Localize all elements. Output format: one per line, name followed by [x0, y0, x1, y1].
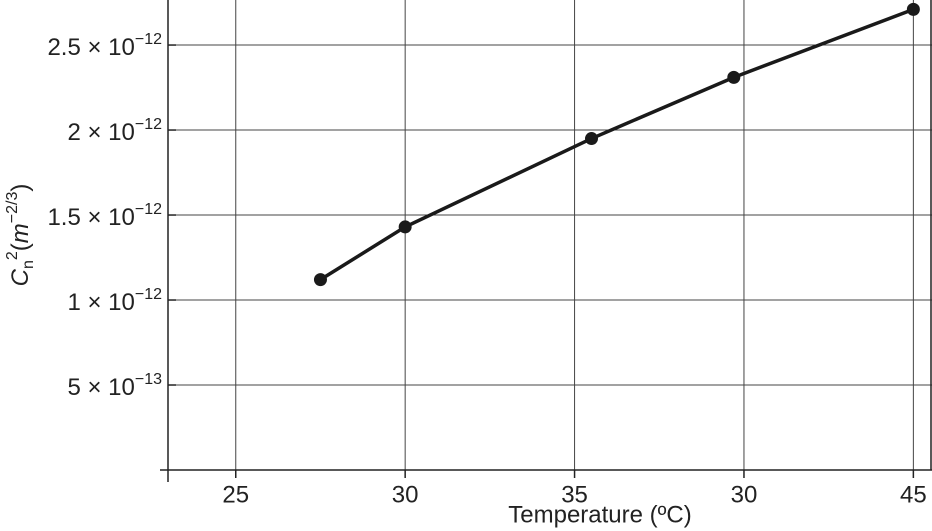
data-point — [906, 2, 920, 16]
data-point — [398, 220, 412, 234]
x-tick-label: 25 — [222, 481, 249, 508]
y-axis-label: Cn2(m−2/3) — [4, 184, 37, 287]
data-point — [313, 273, 327, 287]
x-tick-label: 30 — [731, 481, 758, 508]
line-series — [319, 7, 914, 282]
y-tick-label: 2.5 × 10−12 — [47, 31, 162, 61]
y-tick-label: 5 × 10−13 — [67, 371, 162, 401]
y-tick-label: 2 × 10−12 — [67, 116, 162, 146]
data-point — [727, 70, 741, 84]
y-tick-label: 1.5 × 10−12 — [47, 201, 162, 231]
x-tick-label: 30 — [392, 481, 419, 508]
data-point — [585, 132, 599, 146]
x-tick-label: 45 — [900, 481, 927, 508]
x-axis-label: Temperature (ºC) — [508, 501, 691, 528]
x-tick-label: 35 — [561, 481, 588, 508]
y-tick-label: 1 × 10−12 — [67, 286, 162, 316]
